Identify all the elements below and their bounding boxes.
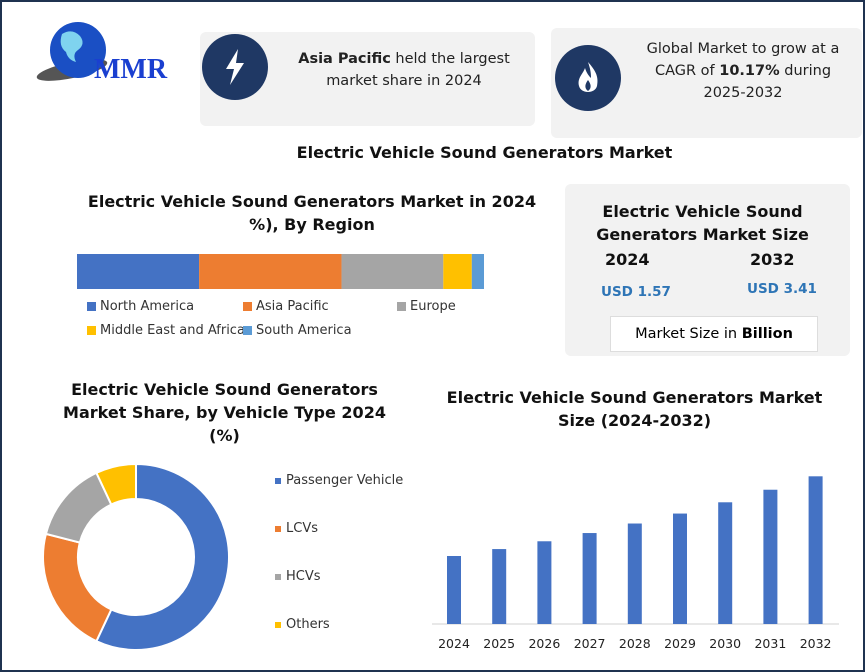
lightning-icon (202, 34, 268, 100)
bar-segment-1 (199, 254, 342, 289)
x-tick-label: 2027 (574, 636, 606, 651)
bar-2028 (627, 523, 642, 624)
legend-item: Europe (397, 299, 456, 314)
cagr-value: 10.17% (719, 63, 780, 79)
region-chart-title: Electric Vehicle Sound Generators Market… (87, 192, 537, 234)
x-tick-label: 2024 (438, 636, 470, 651)
highlight-region: Asia Pacific (298, 51, 391, 67)
donut-slice-others (95, 462, 137, 506)
bar-segment-2 (341, 254, 444, 289)
x-tick-label: 2025 (483, 636, 515, 651)
x-tick-label: 2032 (800, 636, 832, 651)
x-tick-label: 2026 (528, 636, 560, 651)
size-chart-title: Electric Vehicle Sound Generators Market… (446, 388, 823, 430)
size-card-title: Electric Vehicle Sound Generators Market… (596, 202, 809, 244)
legend-item: North America (87, 299, 194, 314)
donut-slice-passenger-vehicle (95, 462, 230, 651)
bar-2031 (763, 489, 778, 624)
x-tick-label: 2031 (754, 636, 786, 651)
bar-2029 (673, 513, 687, 624)
card2-text: Global Market to grow at a CAGR of (646, 41, 840, 79)
legend-item: HCVs (275, 569, 321, 584)
x-tick-label: 2030 (709, 636, 741, 651)
x-tick-label: 2028 (619, 636, 651, 651)
bar-2024 (447, 556, 461, 624)
bar-segment-4 (471, 254, 484, 289)
donut-slice-lcvs (42, 532, 113, 643)
bar-2030 (718, 502, 733, 624)
main-title: Electric Vehicle Sound Generators Market (296, 143, 673, 162)
bar-2025 (492, 549, 507, 624)
value-2024: USD 1.57 (601, 284, 671, 300)
year-2024: 2024 (605, 250, 650, 269)
mmr-logo: MMR (32, 20, 182, 90)
card2-text-end: during 2025-2032 (703, 63, 832, 101)
unit-box: Market Size in Billion (610, 316, 818, 352)
flame-icon (555, 45, 621, 111)
value-2032: USD 3.41 (747, 281, 817, 297)
legend-item: South America (243, 323, 352, 338)
bar-segment-3 (443, 254, 472, 289)
x-tick-label: 2029 (664, 636, 696, 651)
market-size-card: Electric Vehicle Sound Generators Market… (565, 184, 850, 356)
card1-text: held the largest market share in 2024 (326, 51, 510, 89)
region-stacked-bar (77, 254, 484, 289)
legend-item: Others (275, 617, 330, 632)
legend-item: LCVs (275, 521, 318, 536)
legend-item: Passenger Vehicle (275, 473, 403, 488)
cagr-card: Global Market to grow at a CAGR of 10.17… (551, 28, 862, 138)
market-size-bar-chart: 2024 2025 2026 2027 2028 2029 2030 2031 2032 (432, 476, 839, 651)
bar-2026 (537, 541, 552, 624)
bar-2032 (808, 476, 823, 624)
year-2032: 2032 (750, 250, 795, 269)
legend-item: Asia Pacific (243, 299, 329, 314)
vehicle-type-donut (42, 462, 230, 651)
asia-pacific-card: Asia Pacific held the largest market sha… (200, 32, 535, 126)
donut-title: Electric Vehicle Sound Generators Market … (63, 380, 386, 445)
legend-item: Middle East and Africa (87, 323, 245, 338)
bar-2027 (582, 533, 597, 624)
svg-text:MMR: MMR (94, 54, 168, 85)
bar-segment-0 (77, 254, 200, 289)
